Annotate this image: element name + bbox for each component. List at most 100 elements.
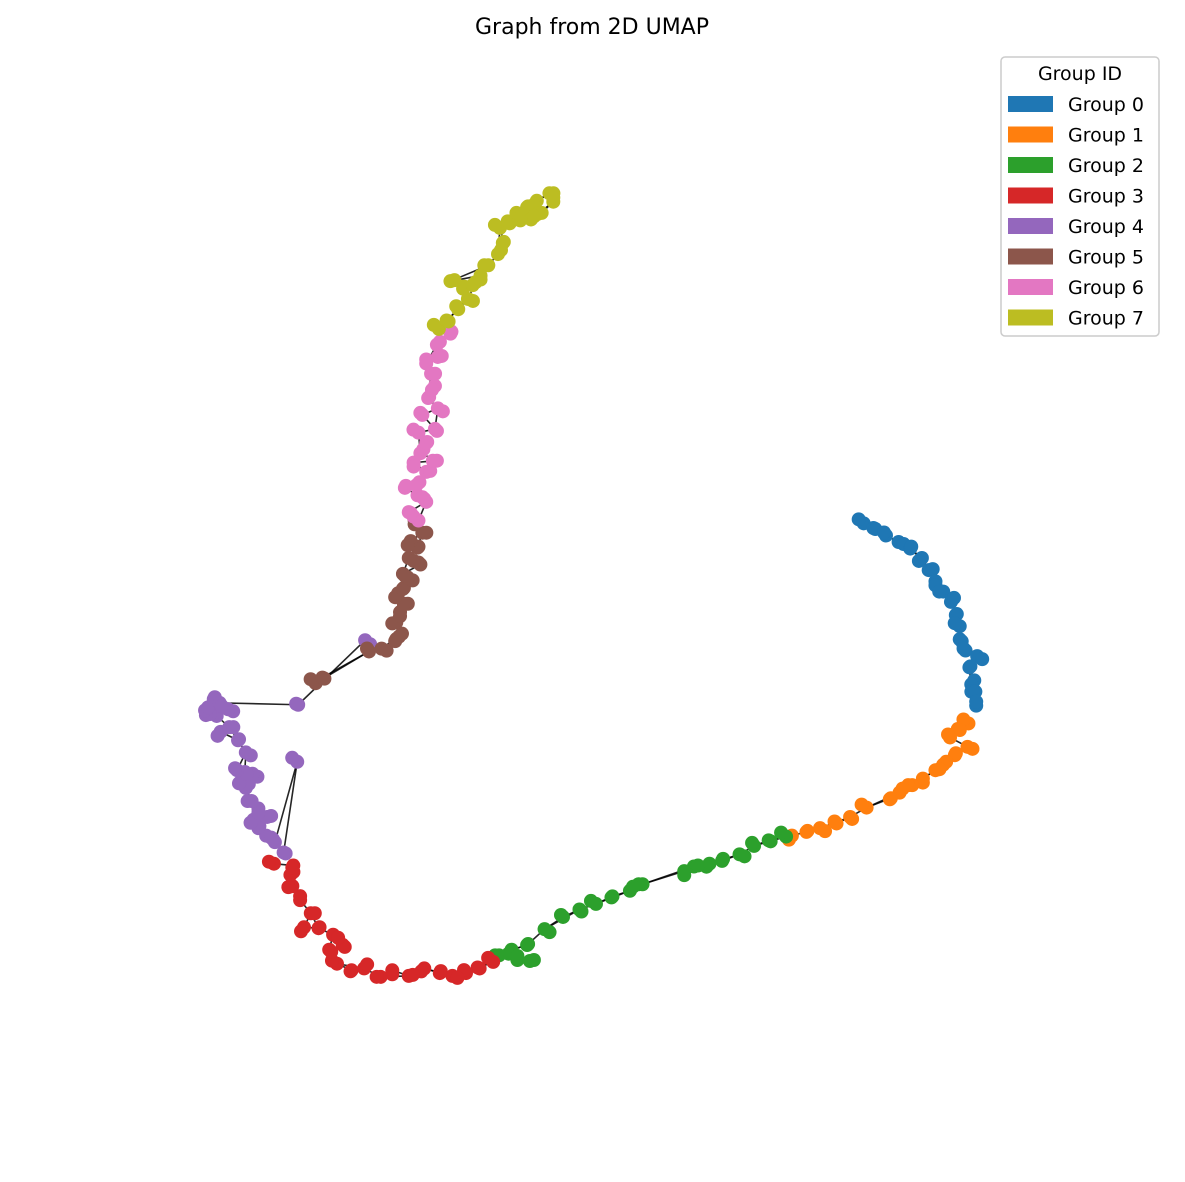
legend-swatch [1008,157,1053,173]
node-point-group-6 [413,405,428,420]
node-point-group-7 [487,217,502,232]
node-point-group-2 [604,890,619,905]
node-point-group-1 [965,741,980,756]
node-point-group-3 [324,944,339,959]
node-point-group-4 [214,698,229,713]
node-point-group-2 [677,868,692,883]
legend-label: Group 7 [1068,308,1144,330]
node-point-group-5 [395,581,410,596]
node-point-group-6 [415,490,430,505]
node-point-group-0 [877,525,891,540]
graph-edge [282,761,299,853]
legend-swatch [1008,96,1053,112]
node-point-group-1 [882,792,897,807]
node-point-group-3 [331,930,346,945]
node-point-group-0 [851,512,866,527]
node-point-group-6 [419,352,434,367]
node-point-group-5 [317,671,332,686]
node-point-group-2 [522,953,537,968]
node-point-group-1 [915,775,930,790]
node-point-group-5 [379,643,394,658]
legend-swatch [1008,187,1053,204]
node-point-group-1 [845,811,860,826]
graph-edge [219,702,299,706]
node-point-group-2 [542,925,557,940]
legend-label: Group 1 [1068,125,1144,147]
node-point-group-3 [294,924,308,939]
node-point-group-0 [925,562,940,577]
node-point-group-2 [763,834,778,849]
legend-label: Group 3 [1068,186,1144,208]
node-point-group-4 [231,776,246,791]
node-point-group-1 [854,797,869,812]
node-point-group-3 [385,967,400,982]
node-point-group-6 [443,326,458,341]
node-point-group-6 [409,478,424,493]
node-point-group-0 [969,694,984,709]
node-point-group-2 [625,879,640,894]
node-point-group-6 [398,478,413,493]
node-point-group-5 [391,629,406,644]
node-point-group-7 [477,258,492,273]
node-point-group-3 [369,969,384,984]
node-point-group-4 [278,846,293,861]
node-point-group-0 [904,539,919,554]
node-point-group-3 [450,970,465,985]
node-point-group-7 [447,273,462,288]
node-point-group-7 [426,317,441,332]
node-point-group-7 [441,314,456,329]
node-point-group-7 [465,293,480,308]
node-point-group-3 [343,964,358,979]
node-point-group-3 [472,961,487,976]
node-point-group-6 [432,334,447,349]
node-point-group-6 [403,506,418,521]
node-point-group-4 [210,728,225,743]
node-point-group-4 [251,805,266,820]
node-point-group-6 [428,366,443,381]
node-point-group-4 [289,696,304,711]
node-point-group-0 [956,641,971,656]
node-point-group-6 [406,422,421,437]
node-point-group-3 [281,880,296,895]
legend-entries: Group 0 Group 1 Group 2 Group 3 Group 4 Group… [1008,94,1144,330]
node-point-group-3 [261,854,276,869]
node-point-group-0 [932,584,947,599]
node-point-group-5 [406,553,421,568]
legend-label: Group 2 [1068,155,1144,177]
node-point-group-1 [818,824,833,839]
points-layer [198,186,990,985]
node-point-group-4 [226,720,241,735]
edges-layer [204,192,978,978]
legend-label: Group 5 [1068,247,1144,269]
node-point-group-6 [425,453,440,468]
node-point-group-7 [495,235,510,250]
node-point-group-6 [419,436,434,451]
legend-label: Group 6 [1068,277,1144,299]
node-point-group-6 [435,404,450,419]
node-point-group-5 [303,672,318,687]
node-point-group-1 [952,723,967,738]
node-point-group-4 [243,748,258,763]
node-point-group-3 [433,964,448,979]
graph-edge [274,761,298,843]
node-point-group-4 [240,794,255,809]
node-point-group-7 [449,299,464,314]
legend-swatch [1008,126,1053,143]
node-point-group-2 [510,948,525,963]
legend-swatch [1008,309,1053,326]
node-point-group-4 [243,815,258,830]
node-point-group-5 [359,641,374,656]
node-point-group-5 [419,525,434,540]
node-point-group-2 [737,849,752,864]
node-point-group-3 [360,957,375,972]
node-point-group-4 [228,761,243,776]
node-point-group-1 [800,823,815,838]
node-point-group-2 [553,907,568,922]
chart-title: Graph from 2D UMAP [475,15,709,40]
node-point-group-2 [716,851,731,866]
node-point-group-2 [521,937,536,952]
legend-swatch [1008,218,1053,234]
node-point-group-0 [963,659,978,674]
node-point-group-6 [406,459,421,474]
